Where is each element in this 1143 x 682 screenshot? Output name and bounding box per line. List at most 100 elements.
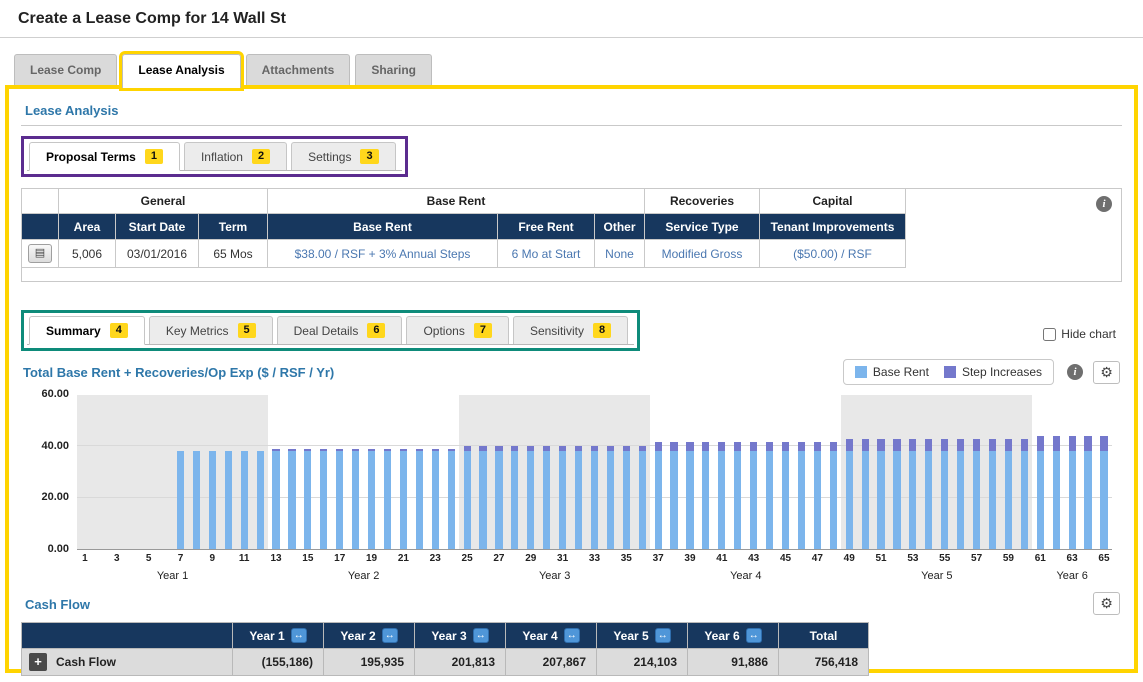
chart-bar-month-30	[539, 395, 555, 549]
chart-bar-month-60	[1016, 395, 1032, 549]
tab-deal-details[interactable]: Deal Details 6	[276, 316, 403, 344]
legend-item-step-increases[interactable]: Step Increases	[943, 365, 1042, 379]
cell-free-rent[interactable]: 6 Mo at Start	[497, 239, 595, 268]
chart-bar-month-58	[985, 395, 1001, 549]
x-axis-tick-label: 43	[748, 553, 760, 564]
tab-sensitivity[interactable]: Sensitivity 8	[512, 316, 629, 344]
x-axis-tick-label: 13	[270, 553, 282, 564]
chart-bar-month-57	[969, 395, 985, 549]
year-band	[459, 395, 651, 549]
annotation-badge-6: 6	[367, 323, 386, 338]
cash-flow-year2-value: 195,935	[323, 648, 415, 676]
tab-lease-analysis[interactable]: Lease Analysis	[119, 51, 244, 91]
tab-lease-comp[interactable]: Lease Comp	[14, 54, 118, 85]
edit-icon: ▤	[34, 247, 46, 259]
x-axis-tick-label	[188, 553, 204, 568]
expand-row-button[interactable]: +	[29, 653, 47, 671]
year-axis-label: Year 6	[1056, 570, 1088, 582]
chart-bar-month-59	[1000, 395, 1016, 549]
hide-chart-label: Hide chart	[1061, 327, 1116, 341]
year-axis-label: Year 3	[538, 570, 571, 582]
x-axis-tick-label: 47	[811, 553, 823, 564]
expand-year1-icon[interactable]: ↔	[290, 628, 307, 643]
x-axis-tick-label: 39	[684, 553, 696, 564]
tab-settings[interactable]: Settings 3	[291, 142, 396, 170]
tab-inflation[interactable]: Inflation 2	[183, 142, 288, 170]
x-axis-tick-label: 25	[461, 553, 473, 564]
chart-bar-month-38	[666, 395, 682, 549]
chart-bar-month-42	[730, 395, 746, 549]
chart-bar-month-6	[157, 395, 173, 549]
chart-bar-month-65	[1096, 395, 1112, 549]
col-header-icon	[21, 213, 59, 240]
group-header-recoveries: Recoveries	[644, 188, 760, 214]
cell-base-rent[interactable]: $38.00 / RSF + 3% Annual Steps	[267, 239, 498, 268]
cash-flow-col-year4: Year 4 ↔	[505, 622, 597, 649]
chart-bar-month-9	[204, 395, 220, 549]
step-increases-swatch-icon	[943, 366, 956, 378]
tab-sharing[interactable]: Sharing	[355, 54, 432, 85]
annotation-badge-5: 5	[237, 323, 256, 338]
page-title: Create a Lease Comp for 14 Wall St	[18, 10, 286, 27]
expand-year4-icon[interactable]: ↔	[563, 628, 580, 643]
x-axis-tick-label: 9	[209, 553, 216, 564]
chart-bar-month-28	[507, 395, 523, 549]
chart-settings-button[interactable]: ⚙	[1093, 360, 1120, 384]
chart-title: Total Base Rent + Recoveries/Op Exp ($ /…	[23, 364, 335, 380]
x-axis-tick-label: 59	[1002, 553, 1014, 564]
x-axis-tick-label	[921, 553, 937, 568]
tab-options[interactable]: Options 7	[406, 316, 509, 344]
legend-item-base-rent[interactable]: Base Rent	[854, 365, 929, 379]
chart-bar-month-22	[411, 395, 427, 549]
tab-proposal-terms[interactable]: Proposal Terms 1	[29, 142, 180, 171]
tab-attachments[interactable]: Attachments	[245, 54, 351, 85]
cell-term: 65 Mos	[198, 239, 268, 268]
tab-key-metrics-label: Key Metrics	[165, 323, 229, 338]
year-axis-label: Year 4	[730, 570, 762, 582]
chart-bar-month-17	[332, 395, 348, 549]
chart-info-icon[interactable]: i	[1067, 364, 1083, 380]
x-axis-tick-label: 51	[875, 553, 887, 564]
page-header: Create a Lease Comp for 14 Wall St	[0, 0, 1143, 38]
col-header-base-rent: Base Rent	[267, 213, 498, 240]
expand-year6-icon[interactable]: ↔	[745, 628, 762, 643]
cash-flow-corner-cell	[21, 622, 233, 649]
chart-header: Total Base Rent + Recoveries/Op Exp ($ /…	[21, 359, 1122, 385]
row-edit-cell: ▤	[21, 239, 59, 268]
analysis-tab-strip: Summary 4 Key Metrics 5 Deal Details 6 O…	[27, 316, 635, 345]
info-icon[interactable]: i	[1096, 196, 1112, 212]
chart-bar-month-48	[825, 395, 841, 549]
x-axis-tick-label: 37	[652, 553, 664, 564]
x-axis-tick-label	[157, 553, 173, 568]
x-axis-tick-label: 7	[177, 553, 184, 564]
x-axis-tick-label	[507, 553, 523, 568]
chart-bar-month-31	[555, 395, 571, 549]
cell-tenant-improvements[interactable]: ($50.00) / RSF	[759, 239, 906, 268]
cash-flow-year5-value: 214,103	[596, 648, 688, 676]
chart-bar-month-24	[443, 395, 459, 549]
cell-other[interactable]: None	[594, 239, 645, 268]
tab-options-label: Options	[423, 323, 465, 338]
year3-label: Year 3	[431, 628, 467, 643]
cash-flow-settings-button[interactable]: ⚙	[1093, 592, 1120, 615]
cell-service-type[interactable]: Modified Gross	[644, 239, 760, 268]
cash-flow-year4-value: 207,867	[505, 648, 597, 676]
chart-bar-month-37	[650, 395, 666, 549]
group-header-capital: Capital	[759, 188, 906, 214]
x-axis-tick-label: 1	[82, 553, 88, 564]
tab-key-metrics[interactable]: Key Metrics 5	[148, 316, 273, 344]
proposal-column-header-row: Area Start Date Term Base Rent Free Rent…	[21, 213, 906, 240]
col-header-free-rent: Free Rent	[497, 213, 595, 240]
expand-year5-icon[interactable]: ↔	[654, 628, 671, 643]
cash-flow-col-year1: Year 1 ↔	[232, 622, 324, 649]
annotation-badge-4: 4	[109, 323, 128, 338]
edit-row-button[interactable]: ▤	[28, 244, 52, 263]
expand-year2-icon[interactable]: ↔	[381, 628, 398, 643]
tab-summary[interactable]: Summary 4	[29, 316, 145, 345]
group-header-base-rent: Base Rent	[267, 188, 645, 214]
hide-chart-checkbox[interactable]	[1043, 327, 1057, 341]
expand-year3-icon[interactable]: ↔	[472, 628, 489, 643]
chart-bar-month-15	[300, 395, 316, 549]
chart-bar-month-2	[93, 395, 109, 549]
x-axis-tick-label: 3	[114, 553, 120, 564]
